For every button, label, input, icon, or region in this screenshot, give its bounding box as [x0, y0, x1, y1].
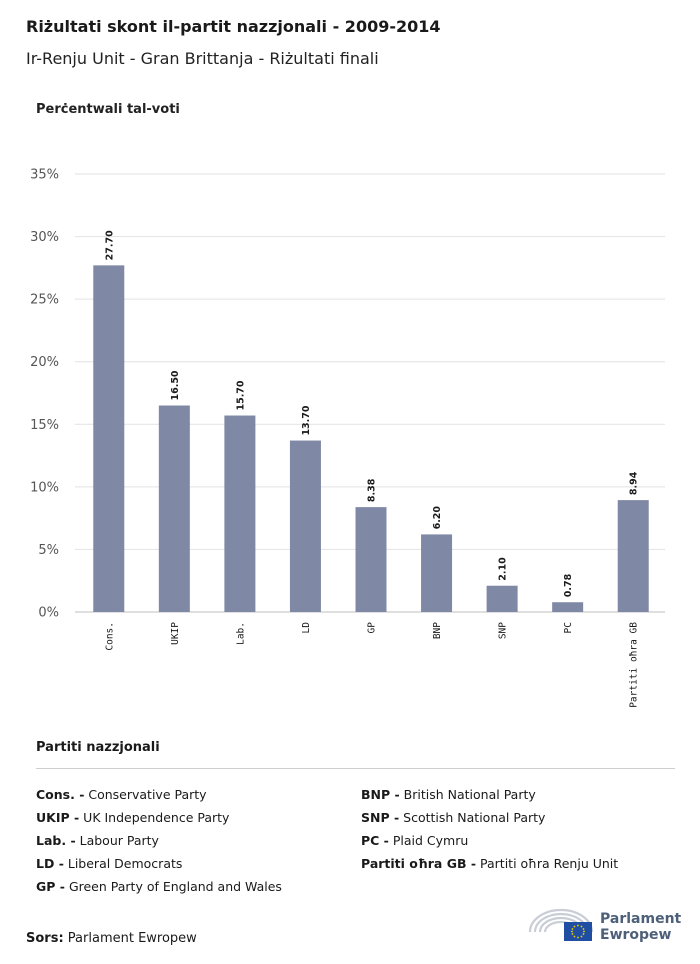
logo-text: Parlament Ewropew [600, 911, 681, 943]
legend-item: LD - Liberal Democrats [36, 855, 282, 878]
x-tick-label: Cons. [104, 622, 115, 651]
x-tick-label: Lab. [235, 622, 246, 645]
bar-value-label: 0.78 [563, 573, 574, 597]
bar-value-label: 27.70 [104, 230, 115, 260]
legend-item: BNP - British National Party [361, 786, 618, 809]
bar-value-label: 6.20 [432, 506, 443, 530]
bar [486, 585, 518, 612]
y-tick-label: 0% [38, 606, 59, 621]
legend-abbreviation: GP - [36, 879, 65, 894]
legend-party-name: Scottish National Party [399, 810, 546, 825]
legend-party-name: Partiti oħra Renju Unit [476, 856, 619, 871]
source-note: Sors: Parlament Ewropew [26, 931, 197, 946]
legend-party-name: Plaid Cymru [388, 833, 469, 848]
x-tick-label: UKIP [170, 622, 181, 645]
x-tick-label: GP [367, 622, 378, 634]
legend-column-right: BNP - British National Party SNP - Scotti… [361, 786, 618, 878]
legend-abbreviation: Partiti oħra GB - [361, 856, 477, 871]
legend-title: Partiti nazzjonali [36, 740, 160, 755]
x-tick-label: PC [563, 622, 574, 633]
legend-abbreviation: LD - [36, 856, 64, 871]
y-tick-label: 25% [30, 293, 59, 308]
legend-item: Partiti oħra GB - Partiti oħra Renju Uni… [361, 855, 618, 878]
y-axis-label: Perċentwali tal-voti [36, 102, 180, 117]
bar [93, 265, 125, 612]
legend-item: SNP - Scottish National Party [361, 809, 618, 832]
bar [158, 405, 190, 612]
chart-subtitle: Ir-Renju Unit - Gran Brittanja - Riżulta… [26, 49, 379, 68]
y-tick-label: 30% [30, 230, 59, 245]
bar [224, 415, 256, 612]
legend-divider [36, 768, 675, 769]
bar [617, 500, 649, 612]
x-tick-label: Partiti oħra GB [629, 622, 640, 708]
legend-abbreviation: PC - [361, 833, 389, 848]
legend-abbreviation: SNP - [361, 810, 400, 825]
legend-abbreviation: Cons. - [36, 787, 85, 802]
bar [421, 534, 453, 612]
bar [289, 440, 321, 612]
legend-item: GP - Green Party of England and Wales [36, 878, 282, 901]
legend-item: PC - Plaid Cymru [361, 832, 618, 855]
legend-party-name: UK Independence Party [79, 810, 230, 825]
legend-item: Cons. - Conservative Party [36, 786, 282, 809]
hemicycle-flag-icon [528, 908, 594, 941]
chart-title: Riżultati skont il-partit nazzjonali - 2… [26, 17, 441, 36]
x-tick-label: BNP [432, 622, 443, 639]
source-label: Sors: [26, 931, 64, 946]
legend-item: Lab. - Labour Party [36, 832, 282, 855]
legend-abbreviation: BNP - [361, 787, 400, 802]
y-tick-label: 15% [30, 418, 59, 433]
legend-party-name: Green Party of England and Wales [64, 879, 282, 894]
legend-party-name: British National Party [399, 787, 536, 802]
legend-column-left: Cons. - Conservative Party UKIP - UK Inde… [36, 786, 282, 901]
logo-text-line1: Parlament [600, 911, 682, 927]
legend-party-name: Labour Party [75, 833, 159, 848]
y-tick-label: 5% [38, 543, 59, 558]
y-tick-label: 10% [30, 480, 59, 495]
legend-abbreviation: UKIP - [36, 810, 80, 825]
legend-abbreviation: Lab. - [36, 833, 76, 848]
bar-value-label: 16.50 [170, 370, 181, 400]
bar-value-label: 8.38 [367, 478, 378, 502]
bar-value-label: 8.94 [629, 471, 640, 495]
bar-value-label: 13.70 [301, 405, 312, 435]
bar [552, 602, 584, 612]
bar-chart: 0% 5% 10% 15% 20% 25% 30% 35% 27.70 Cons. 16.50 UKI… [30, 168, 665, 708]
bar-value-label: 2.10 [498, 557, 509, 581]
source-text: Parlament Ewropew [67, 931, 197, 946]
y-tick-label: 20% [30, 355, 59, 370]
legend-party-name: Liberal Democrats [63, 856, 183, 871]
bar [355, 507, 387, 612]
x-tick-label: SNP [498, 622, 509, 639]
x-tick-label: LD [301, 622, 312, 634]
european-parliament-logo: Parlament Ewropew [528, 906, 681, 946]
bar-value-label: 15.70 [235, 380, 246, 410]
legend-item: UKIP - UK Independence Party [36, 809, 282, 832]
y-tick-label: 35% [30, 168, 59, 183]
legend-party-name: Conservative Party [84, 787, 207, 802]
logo-text-line2: Ewropew [600, 927, 672, 943]
